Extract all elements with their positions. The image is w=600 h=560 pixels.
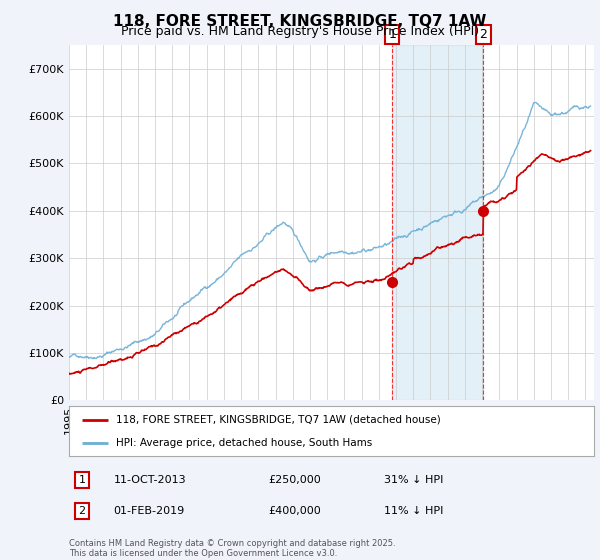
Text: 2: 2: [479, 28, 487, 41]
Text: 11-OCT-2013: 11-OCT-2013: [113, 475, 186, 485]
Text: 2: 2: [79, 506, 86, 516]
Text: 31% ↓ HPI: 31% ↓ HPI: [384, 475, 443, 485]
Text: Contains HM Land Registry data © Crown copyright and database right 2025.
This d: Contains HM Land Registry data © Crown c…: [69, 539, 395, 558]
Text: £400,000: £400,000: [269, 506, 321, 516]
Text: 118, FORE STREET, KINGSBRIDGE, TQ7 1AW (detached house): 118, FORE STREET, KINGSBRIDGE, TQ7 1AW (…: [116, 414, 441, 424]
Text: 1: 1: [79, 475, 86, 485]
Text: Price paid vs. HM Land Registry's House Price Index (HPI): Price paid vs. HM Land Registry's House …: [121, 25, 479, 38]
Text: HPI: Average price, detached house, South Hams: HPI: Average price, detached house, Sout…: [116, 438, 373, 448]
Text: 11% ↓ HPI: 11% ↓ HPI: [384, 506, 443, 516]
Bar: [392, 45, 484, 400]
Text: £250,000: £250,000: [269, 475, 321, 485]
Text: 1: 1: [388, 28, 396, 41]
Text: 118, FORE STREET, KINGSBRIDGE, TQ7 1AW: 118, FORE STREET, KINGSBRIDGE, TQ7 1AW: [113, 14, 487, 29]
Text: 01-FEB-2019: 01-FEB-2019: [113, 506, 185, 516]
